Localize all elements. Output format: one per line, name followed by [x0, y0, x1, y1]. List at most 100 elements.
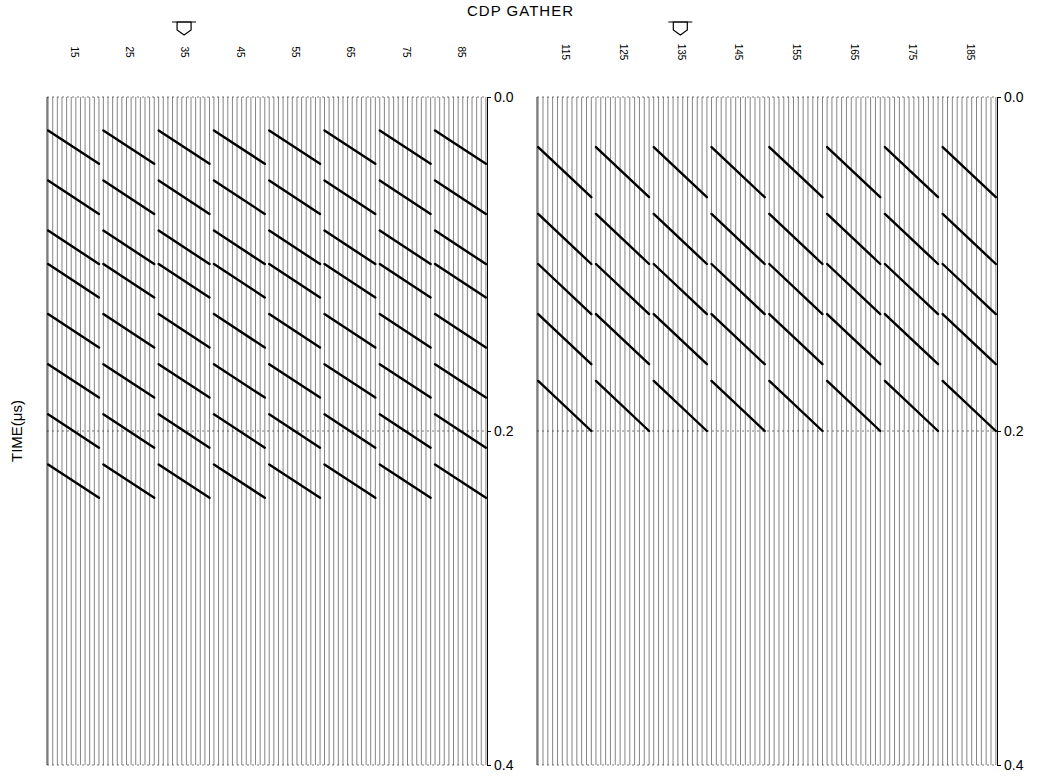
tick-mark: [997, 765, 1001, 766]
trace-baseline: [250, 97, 251, 765]
trace-baseline: [798, 97, 799, 765]
trace-baseline: [894, 97, 895, 765]
trace-baseline: [860, 97, 861, 765]
gather-label: 155: [791, 44, 802, 61]
tick-mark: [997, 431, 1001, 432]
reflection-event: [538, 381, 591, 431]
trace-baseline: [711, 97, 712, 765]
reflection-event: [769, 381, 822, 431]
trace-baseline: [807, 97, 808, 765]
trace-baseline: [634, 97, 635, 765]
tick: 0.2: [997, 423, 1024, 439]
trace-baseline: [783, 97, 784, 765]
reflection-event: [159, 231, 210, 264]
reflection-event: [324, 130, 375, 163]
tick-label: 0.2: [494, 423, 514, 439]
trace-baseline: [195, 97, 196, 765]
gather-label: 85: [456, 46, 467, 58]
trace-baseline: [158, 97, 159, 765]
reflection-event: [885, 214, 938, 264]
reflection-event: [712, 314, 765, 364]
trace-baseline: [677, 97, 678, 765]
trace-baseline: [287, 97, 288, 765]
trace-baseline: [547, 97, 548, 765]
tick-mark: [997, 97, 1001, 98]
trace-baseline: [144, 97, 145, 765]
trace-baseline: [865, 97, 866, 765]
reflection-event: [269, 464, 320, 497]
reflection-event: [435, 464, 486, 497]
trace-baseline: [476, 97, 477, 765]
trace-baseline: [439, 97, 440, 765]
trace-baseline: [435, 97, 436, 765]
trace-baseline: [191, 97, 192, 765]
gather-label: 185: [965, 44, 976, 61]
reflection-event: [324, 264, 375, 297]
tick: 0.2: [487, 423, 514, 439]
tick: 0.4: [997, 757, 1024, 773]
trace-baseline: [154, 97, 155, 765]
trace-baseline: [538, 97, 539, 765]
reflection-event: [380, 181, 431, 214]
reflection-event: [324, 464, 375, 497]
reflection-event: [48, 130, 99, 163]
trace-baseline: [774, 97, 775, 765]
reflection-event: [538, 147, 591, 197]
trace-baseline: [223, 97, 224, 765]
trace-baseline: [366, 97, 367, 765]
gather: [769, 97, 822, 765]
trace-baseline: [315, 97, 316, 765]
reflection-event: [380, 231, 431, 264]
trace-baseline: [836, 97, 837, 765]
reflection-event: [103, 231, 154, 264]
trace-baseline: [278, 97, 279, 765]
reflection-event: [435, 264, 486, 297]
gather: [827, 97, 880, 765]
reflection-event: [712, 214, 765, 264]
trace-baseline: [904, 97, 905, 765]
source-marker-bar: [172, 22, 196, 23]
reflection-event: [103, 414, 154, 447]
trace-baseline: [966, 97, 967, 765]
gather-label: 45: [235, 46, 246, 58]
trace-baseline: [586, 97, 587, 765]
trace-baseline: [177, 97, 178, 765]
trace-baseline: [485, 97, 486, 765]
trace-baseline: [375, 97, 376, 765]
grid-line: [47, 765, 487, 766]
grid-line: [537, 765, 997, 766]
reflection-event: [769, 314, 822, 364]
trace-baseline: [884, 97, 885, 765]
trace-baseline: [600, 97, 601, 765]
trace-baseline: [333, 97, 334, 765]
trace-baseline: [472, 97, 473, 765]
reflection-event: [48, 231, 99, 264]
reflection-event: [48, 364, 99, 397]
reflection-event: [159, 130, 210, 163]
reflection-event: [654, 314, 707, 364]
trace-baseline: [962, 97, 963, 765]
reflection-event: [827, 214, 880, 264]
trace-baseline: [976, 97, 977, 765]
gather-label: 165: [849, 44, 860, 61]
trace-baseline: [140, 97, 141, 765]
reflection-event: [269, 364, 320, 397]
reflection-event: [48, 414, 99, 447]
tick-label: 0.0: [494, 89, 514, 105]
trace-baseline: [89, 97, 90, 765]
gather: [103, 97, 154, 765]
trace-baseline: [846, 97, 847, 765]
trace-baseline: [430, 97, 431, 765]
gather: [538, 97, 591, 765]
trace-baseline: [163, 97, 164, 765]
trace-baseline: [172, 97, 173, 765]
panel: [537, 97, 997, 765]
trace-baseline: [730, 97, 731, 765]
reflection-event: [943, 314, 996, 364]
reflection-event: [103, 264, 154, 297]
y-axis-title: TIME(μs): [8, 400, 25, 462]
reflection-event: [380, 414, 431, 447]
trace-baseline: [85, 97, 86, 765]
reflection-event: [712, 147, 765, 197]
reflection-event: [885, 314, 938, 364]
